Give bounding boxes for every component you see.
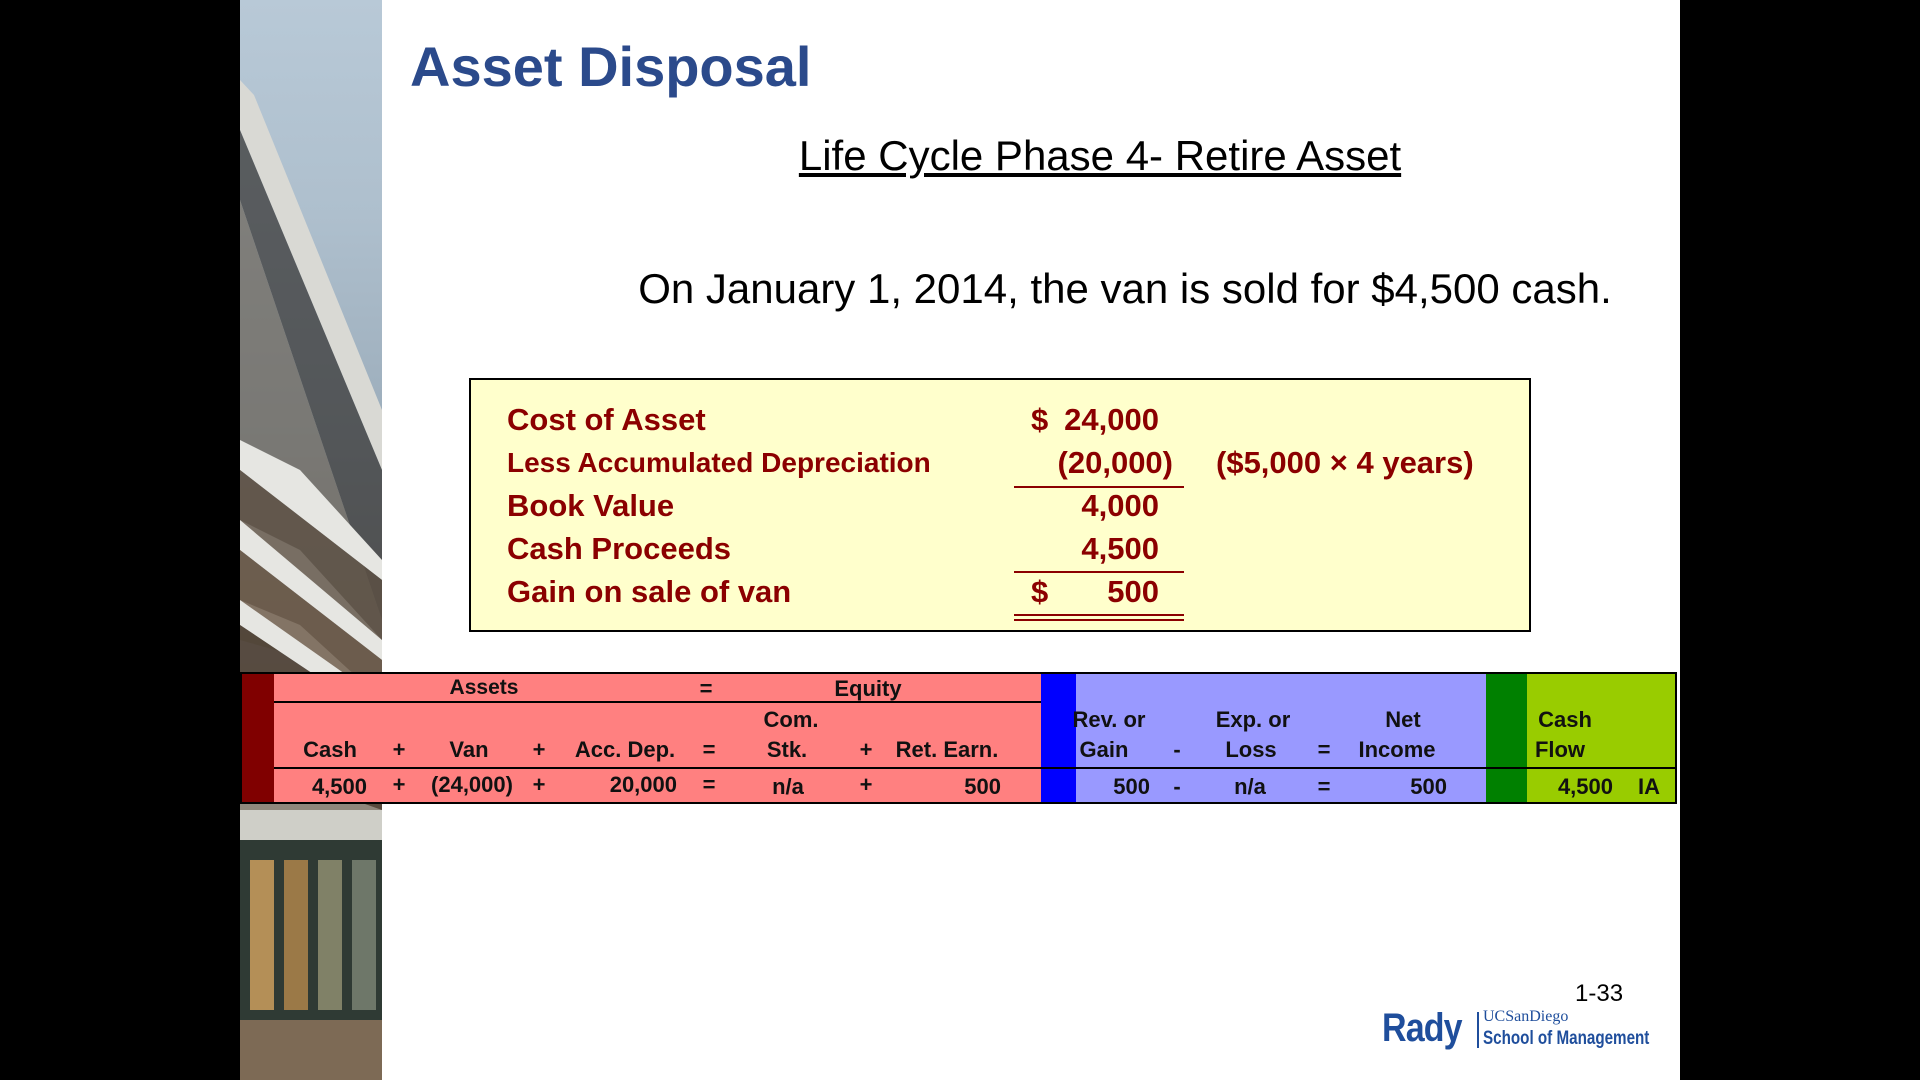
calc-row-cost: Cost of Asset $ 24,000 [471,402,1529,442]
calc-value: 500 [1107,574,1159,609]
value-plus: + [532,772,546,797]
calc-value: (20,000) [1057,445,1173,480]
header-cash: Cash [303,737,357,762]
header-plus: + [532,737,546,762]
calc-dollar-sign: $ [1031,402,1049,437]
header-rev-2: Gain [1079,737,1129,762]
header-com-stk-2: Stk. [766,737,808,762]
logo-divider [1477,1012,1479,1048]
header-plus: + [859,737,873,762]
calc-label: Book Value [507,488,675,523]
calc-row-cash-proceeds: Cash Proceeds 4,500 [471,531,1529,571]
header-ret-earn: Ret. Earn. [895,737,999,762]
value-cash-flow-type: IA [1638,774,1660,799]
header-equity: Equity [834,676,902,701]
header-divider [274,701,1041,703]
calc-value: 4,500 [1081,531,1159,566]
slide-title: Asset Disposal [410,35,812,98]
band-balance-sheet [274,674,1041,802]
value-com-stk: n/a [772,774,804,799]
value-van: (24,000) [431,772,513,797]
logo-rady-text: Rady [1382,1006,1463,1050]
value-equals: = [1317,774,1331,799]
value-rev: 500 [1113,774,1150,799]
value-ret-earn: 500 [964,774,1001,799]
page-number: 1-33 [1575,980,1624,1007]
calc-underline [1014,571,1184,573]
band-blue [1041,674,1076,802]
header-equals: = [1317,737,1331,762]
value-cash: 4,500 [311,774,367,799]
header-acc-dep: Acc. Dep. [574,737,676,762]
value-equals: = [702,772,716,797]
header-minus: - [1173,737,1181,762]
value-plus: + [859,772,873,797]
header-exp-2: Loss [1225,737,1277,762]
calc-row-accumulated-depreciation: Less Accumulated Depreciation (20,000) (… [471,445,1529,485]
header-assets: Assets [449,676,519,699]
slide: Asset Disposal Life Cycle Phase 4- Retir… [240,0,1680,1080]
header-equals: = [702,737,716,762]
band-green [1486,674,1527,802]
header-equals: = [699,676,713,701]
header-net-1: Net [1385,707,1421,732]
header-plus: + [392,737,406,762]
value-acc-dep: 20,000 [609,772,677,797]
band-dark-red [242,674,274,802]
calc-dollar-sign: $ [1031,574,1049,609]
calc-underline [1014,486,1184,488]
calc-row-book-value: Book Value 4,000 [471,488,1529,528]
slide-subtitle: Life Cycle Phase 4- Retire Asset [798,132,1402,179]
gain-calculation-box: Cost of Asset $ 24,000 Less Accumulated … [469,378,1531,632]
calc-double-underline-top [1014,614,1184,616]
calc-label: Cost of Asset [507,402,706,437]
band-cash-flow [1527,674,1675,802]
band-income-statement [1076,674,1486,802]
calc-value: 24,000 [1064,402,1159,437]
calc-label: Gain on sale of van [507,574,792,609]
header-cash-flow-2: Flow [1534,737,1586,762]
calc-label: Less Accumulated Depreciation [507,447,931,478]
calc-double-underline-bottom [1014,619,1184,621]
accounting-equation-table: Assets = Equity Com. Rev. or Exp. or Net… [240,672,1677,804]
header-rev-1: Rev. or [1072,707,1146,732]
header-cash-flow-1: Cash [1538,707,1592,732]
header-net-2: Income [1358,737,1436,762]
calc-label: Cash Proceeds [507,531,731,566]
header-com-stk-1: Com. [763,707,819,732]
header-van: Van [449,737,489,762]
calc-value: 4,000 [1081,488,1159,523]
logo-ucsd-text: UCSanDiego [1483,1008,1569,1025]
value-divider [274,767,1675,769]
building-photo [240,0,382,1080]
value-exp: n/a [1234,774,1266,799]
calc-row-gain: Gain on sale of van $ 500 [471,574,1529,614]
value-minus: - [1173,774,1181,799]
header-exp-1: Exp. or [1215,707,1291,732]
logo-school-text: School of Management [1483,1028,1650,1049]
value-net: 500 [1410,774,1447,799]
value-plus: + [392,772,406,797]
problem-statement: On January 1, 2014, the van is sold for … [638,265,1612,312]
calc-note: ($5,000 × 4 years) [1216,445,1474,480]
value-cash-flow: 4,500 [1557,774,1613,799]
